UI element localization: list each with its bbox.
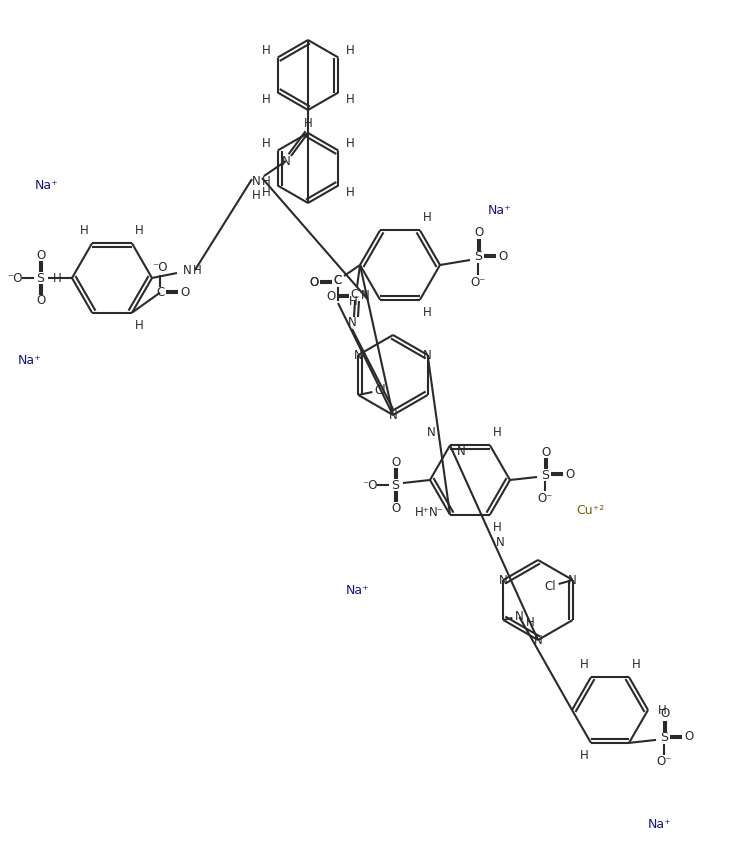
Text: O: O	[391, 502, 401, 514]
Text: H: H	[135, 223, 144, 237]
Text: H: H	[262, 185, 270, 199]
Text: N: N	[534, 633, 542, 647]
Text: H: H	[346, 45, 354, 57]
Text: C: C	[351, 288, 359, 302]
Text: O⁻: O⁻	[656, 755, 672, 769]
Text: N: N	[251, 175, 260, 187]
Text: N: N	[427, 427, 435, 439]
Text: N: N	[569, 573, 577, 587]
Text: N: N	[515, 610, 524, 624]
Text: Na⁺: Na⁺	[35, 179, 59, 191]
Text: O: O	[310, 276, 319, 288]
Text: H: H	[346, 93, 354, 105]
Text: H: H	[52, 271, 61, 284]
Text: O: O	[498, 250, 507, 262]
Text: H: H	[304, 117, 313, 130]
Text: H: H	[262, 93, 270, 105]
Text: H: H	[424, 306, 432, 319]
Text: N: N	[183, 264, 191, 277]
Text: C: C	[334, 275, 342, 287]
Text: O: O	[36, 249, 45, 261]
Text: O: O	[180, 286, 190, 299]
Text: H: H	[579, 749, 588, 762]
Text: O⁻: O⁻	[470, 276, 485, 288]
Text: H: H	[262, 175, 270, 187]
Text: H: H	[658, 704, 667, 717]
Text: H: H	[193, 264, 202, 277]
Text: S: S	[36, 271, 44, 284]
Text: H: H	[251, 189, 260, 201]
Text: O: O	[326, 289, 336, 303]
Text: O: O	[36, 294, 45, 308]
Text: H: H	[346, 137, 354, 150]
Text: N: N	[282, 154, 291, 168]
Text: Na⁺: Na⁺	[346, 583, 370, 597]
Text: O: O	[474, 225, 484, 239]
Text: Na⁺: Na⁺	[488, 203, 512, 217]
Text: O: O	[684, 730, 694, 744]
Text: N⁻: N⁻	[429, 506, 443, 519]
Text: N: N	[389, 409, 397, 422]
Text: O⁻: O⁻	[538, 491, 553, 504]
Text: N: N	[361, 289, 369, 302]
Text: S: S	[391, 479, 399, 491]
Text: S: S	[660, 732, 668, 744]
Text: Cl: Cl	[545, 579, 556, 593]
Text: H: H	[424, 211, 432, 223]
Text: Cl: Cl	[374, 384, 386, 396]
Text: S: S	[474, 250, 482, 264]
Text: H: H	[493, 521, 502, 534]
Text: O: O	[661, 707, 670, 721]
Text: N: N	[495, 536, 504, 549]
Text: H: H	[262, 45, 270, 57]
Text: C: C	[334, 275, 342, 287]
Text: H: H	[262, 137, 270, 150]
Text: H⁺: H⁺	[414, 506, 430, 519]
Text: Cu⁺²: Cu⁺²	[576, 503, 604, 517]
Text: ⁻O: ⁻O	[362, 479, 378, 491]
Text: ⁻O: ⁻O	[153, 261, 168, 274]
Text: H: H	[346, 185, 354, 199]
Text: H: H	[493, 426, 502, 438]
Text: H: H	[80, 223, 89, 237]
Text: N⁻: N⁻	[457, 445, 472, 458]
Text: N: N	[347, 316, 356, 330]
Text: C: C	[156, 286, 164, 299]
Text: N: N	[354, 348, 362, 362]
Text: O: O	[541, 445, 550, 459]
Text: H: H	[135, 319, 144, 332]
Text: H: H	[632, 658, 640, 671]
Text: Na⁺: Na⁺	[18, 353, 42, 367]
Text: H: H	[349, 295, 357, 309]
Text: H: H	[579, 658, 588, 671]
Text: S: S	[541, 469, 549, 481]
Text: N: N	[499, 573, 507, 587]
Text: O: O	[391, 455, 401, 469]
Text: Na⁺: Na⁺	[648, 819, 672, 831]
Text: ⁻O: ⁻O	[8, 271, 23, 284]
Text: N: N	[424, 348, 432, 362]
Text: O: O	[565, 468, 575, 481]
Text: O: O	[310, 276, 319, 288]
Text: H: H	[526, 615, 535, 629]
